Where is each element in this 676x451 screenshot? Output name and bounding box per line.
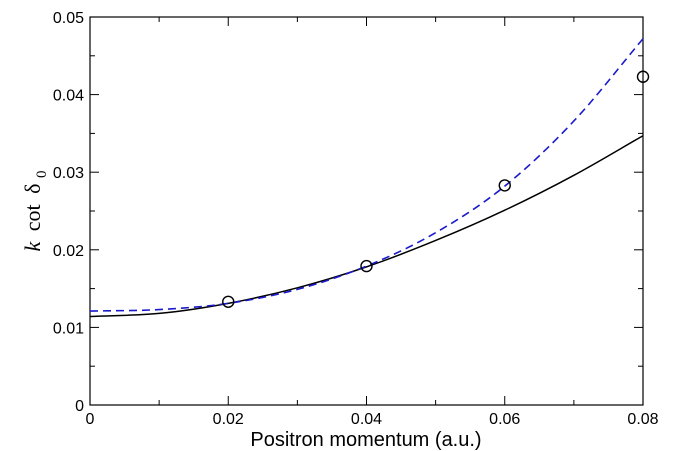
y-axis-title-subscript: 0 — [34, 170, 50, 178]
y-tick-label: 0.01 — [53, 320, 84, 337]
y-axis-title: k cot δ 0 — [20, 170, 50, 251]
x-axis-title: Positron momentum (a.u.) — [250, 429, 481, 451]
plot-frame — [89, 16, 644, 406]
y-axis-title-k: k — [20, 241, 45, 252]
series-line-solid — [89, 135, 644, 318]
series-line-dashed — [89, 38, 644, 312]
data-point-marker — [360, 259, 373, 273]
y-axis-title-delta: δ — [20, 183, 45, 193]
data-point-marker — [222, 295, 235, 308]
x-tick-label: 0.08 — [627, 411, 658, 428]
y-tick-label: 0.05 — [53, 10, 84, 27]
y-tick-label: 0 — [75, 398, 84, 415]
y-tick-label: 0.02 — [53, 243, 84, 260]
axis-ticks: 0 0.02 0.04 0.06 0.08 0 0.01 0.02 0.03 0.04 0.05 — [53, 10, 659, 428]
y-axis-title-cot: cot — [20, 204, 45, 231]
y-tick-label: 0.04 — [53, 88, 84, 105]
y-tick-label: 0.03 — [53, 165, 84, 182]
x-tick-label: 0.04 — [351, 411, 382, 428]
series-layer — [89, 38, 650, 318]
x-tick-label: 0.02 — [213, 411, 244, 428]
data-point-marker — [636, 70, 650, 83]
svg-text:k cot δ 0: k cot δ 0 — [20, 170, 50, 251]
x-tick-label: 0.06 — [489, 411, 520, 428]
data-point-marker — [498, 179, 511, 192]
x-tick-label: 0 — [86, 411, 95, 428]
